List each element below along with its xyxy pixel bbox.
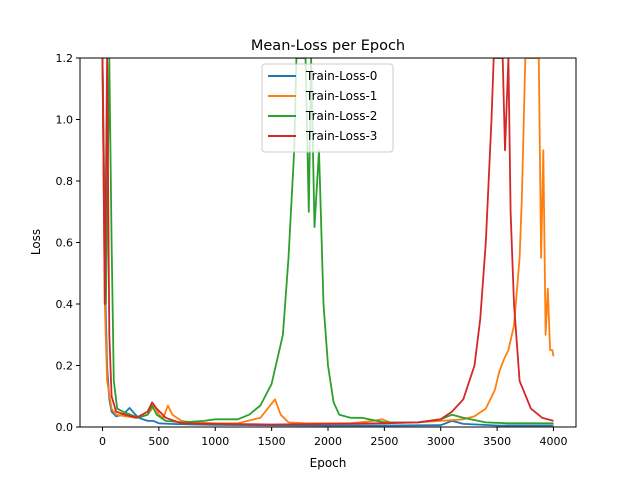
series-line-3 [101, 58, 554, 426]
x-tick-label: 0 [99, 435, 106, 448]
x-tick-label: 1000 [201, 435, 229, 448]
x-axis-label: Epoch [310, 456, 347, 470]
legend-label-1: Train-Loss-1 [305, 89, 377, 103]
y-tick-label: 0.0 [56, 421, 74, 434]
series-layer [101, 58, 555, 427]
x-tick-label: 2500 [370, 435, 398, 448]
chart-title: Mean-Loss per Epoch [251, 38, 405, 54]
x-tick-label: 4000 [539, 435, 567, 448]
y-tick-label: 0.6 [56, 237, 74, 250]
x-tick-label: 500 [148, 435, 169, 448]
x-tick-label: 3000 [427, 435, 455, 448]
y-tick-label: 0.4 [56, 298, 74, 311]
x-tick-label: 3500 [483, 435, 511, 448]
x-axis: 0 500 1000 1500 2000 2500 3000 3500 4000 [99, 427, 567, 448]
y-tick-label: 0.2 [56, 360, 74, 373]
legend-label-0: Train-Loss-0 [305, 69, 377, 83]
y-tick-label: 0.8 [56, 175, 74, 188]
y-tick-label: 1.0 [56, 114, 74, 127]
legend-box [261, 63, 394, 153]
legend-label-3: Train-Loss-3 [305, 129, 377, 143]
y-axis: 0.0 0.2 0.4 0.6 0.8 1.0 1.2 [56, 52, 80, 434]
legend-label-2: Train-Loss-2 [305, 109, 377, 123]
y-axis-label: Loss [29, 229, 43, 255]
y-tick-label: 1.2 [56, 52, 74, 65]
x-tick-label: 2000 [314, 435, 342, 448]
legend: Train-Loss-0 Train-Loss-1 Train-Loss-2 Trai… [261, 63, 394, 153]
x-tick-label: 1500 [258, 435, 286, 448]
